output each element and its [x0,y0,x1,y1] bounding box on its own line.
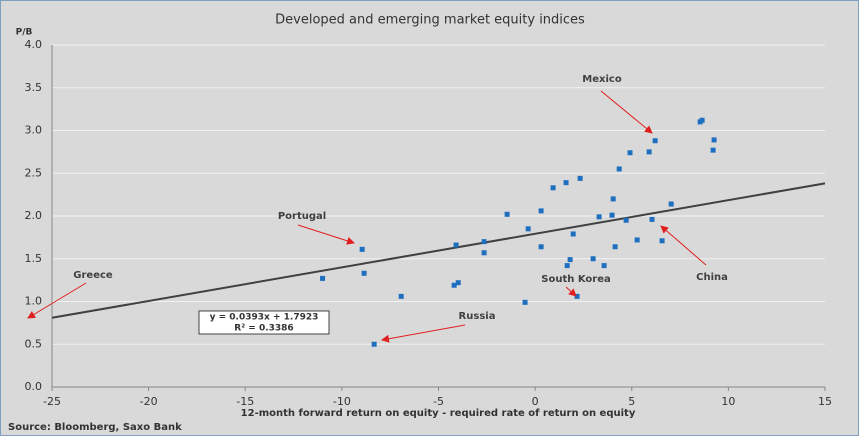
arrow [660,225,707,266]
point [455,280,461,286]
point [668,201,674,207]
point [590,256,596,262]
y-tick-label: 0.5 [25,337,43,350]
point [538,244,544,250]
annotation: China [696,272,728,283]
x-axis-label: 12-month forward return on equity - requ… [241,408,636,419]
y-tick-label: 1.0 [25,295,43,308]
source: Source: Bloomberg, Saxo Bank [8,422,182,433]
x-tick-label: -15 [236,395,254,408]
point [504,211,510,217]
point [652,138,658,144]
point [574,293,580,299]
x-tick-label: 0 [532,395,539,408]
point [649,216,655,222]
x-tick-label: -25 [43,395,61,408]
annotation: Greece [73,270,113,281]
annotation: South Korea [541,274,610,285]
point [609,212,615,218]
point [659,238,665,244]
r-squared: R² = 0.3386 [234,324,293,334]
y-tick-label: 3.0 [25,124,43,137]
point [453,242,459,248]
arrow [381,324,466,343]
y-tick-label: 2.5 [25,166,43,179]
y-axis-label: P/B [16,28,33,38]
arrow [565,286,577,297]
x-tick-label: -20 [140,395,158,408]
y-tick-label: 2.0 [25,209,43,222]
point [623,217,629,223]
point [563,180,569,186]
point [550,185,556,191]
annotation: Russia [459,311,496,322]
point [612,244,618,250]
x-tick-label: 15 [818,395,832,408]
point [601,263,607,269]
point [616,166,622,172]
point [481,239,487,245]
equation-box [198,310,330,335]
point [710,147,716,153]
point [634,237,640,243]
point [567,257,573,263]
x-tick-label: 5 [628,395,635,408]
x-tick-label: 10 [721,395,735,408]
y-tick-label: 1.5 [25,252,43,265]
annotations: Mexico Portugal Greece China South Korea… [27,74,728,343]
point [646,149,652,155]
annotation: Mexico [582,74,622,85]
annotation: Portugal [278,211,326,222]
arrow [297,224,355,245]
chart-title: Developed and emerging market equity ind… [275,13,585,28]
point [522,299,528,305]
point [451,282,457,288]
point [371,341,377,347]
x-tick-label: -5 [433,395,444,408]
x-tick-label: -10 [333,395,351,408]
point [361,270,367,276]
point [570,231,576,237]
y-tick-label: 0.0 [25,380,43,393]
trend-line [51,182,826,319]
y-tick-label: 3.5 [25,81,43,94]
point [610,196,616,202]
point [320,275,326,281]
equation: y = 0.0393x + 1.7923 [210,313,319,323]
y-tick-label: 4.0 [25,38,43,51]
point [359,246,365,252]
point [538,208,544,214]
point [577,175,583,181]
point [711,137,717,143]
point [627,150,633,156]
point [398,293,404,299]
point [596,214,602,220]
arrow [600,90,653,134]
point [564,263,570,269]
point [481,250,487,256]
arrow [27,282,87,319]
point [699,117,705,123]
point [525,226,531,232]
